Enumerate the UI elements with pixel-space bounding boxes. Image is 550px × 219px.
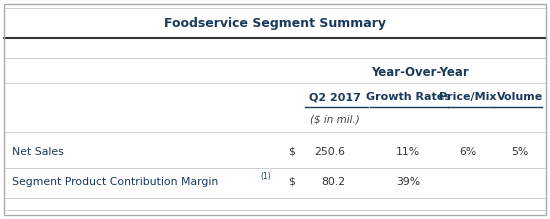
Text: 6%: 6%	[459, 147, 477, 157]
Text: ($ in mil.): ($ in mil.)	[310, 115, 360, 125]
Text: 39%: 39%	[396, 177, 420, 187]
Text: $: $	[288, 147, 295, 157]
Text: Segment Product Contribution Margin: Segment Product Contribution Margin	[12, 177, 218, 187]
Text: Volume: Volume	[497, 92, 543, 102]
Text: Year-Over-Year: Year-Over-Year	[371, 65, 469, 78]
Text: 5%: 5%	[512, 147, 529, 157]
Text: 80.2: 80.2	[321, 177, 345, 187]
Text: Foodservice Segment Summary: Foodservice Segment Summary	[164, 16, 386, 30]
Text: Growth Rates: Growth Rates	[366, 92, 450, 102]
Text: Price/Mix: Price/Mix	[439, 92, 497, 102]
Text: Q2 2017: Q2 2017	[309, 92, 361, 102]
Text: (1): (1)	[260, 173, 271, 182]
Text: Net Sales: Net Sales	[12, 147, 64, 157]
Text: 11%: 11%	[396, 147, 420, 157]
Text: $: $	[288, 177, 295, 187]
Text: 250.6: 250.6	[314, 147, 345, 157]
